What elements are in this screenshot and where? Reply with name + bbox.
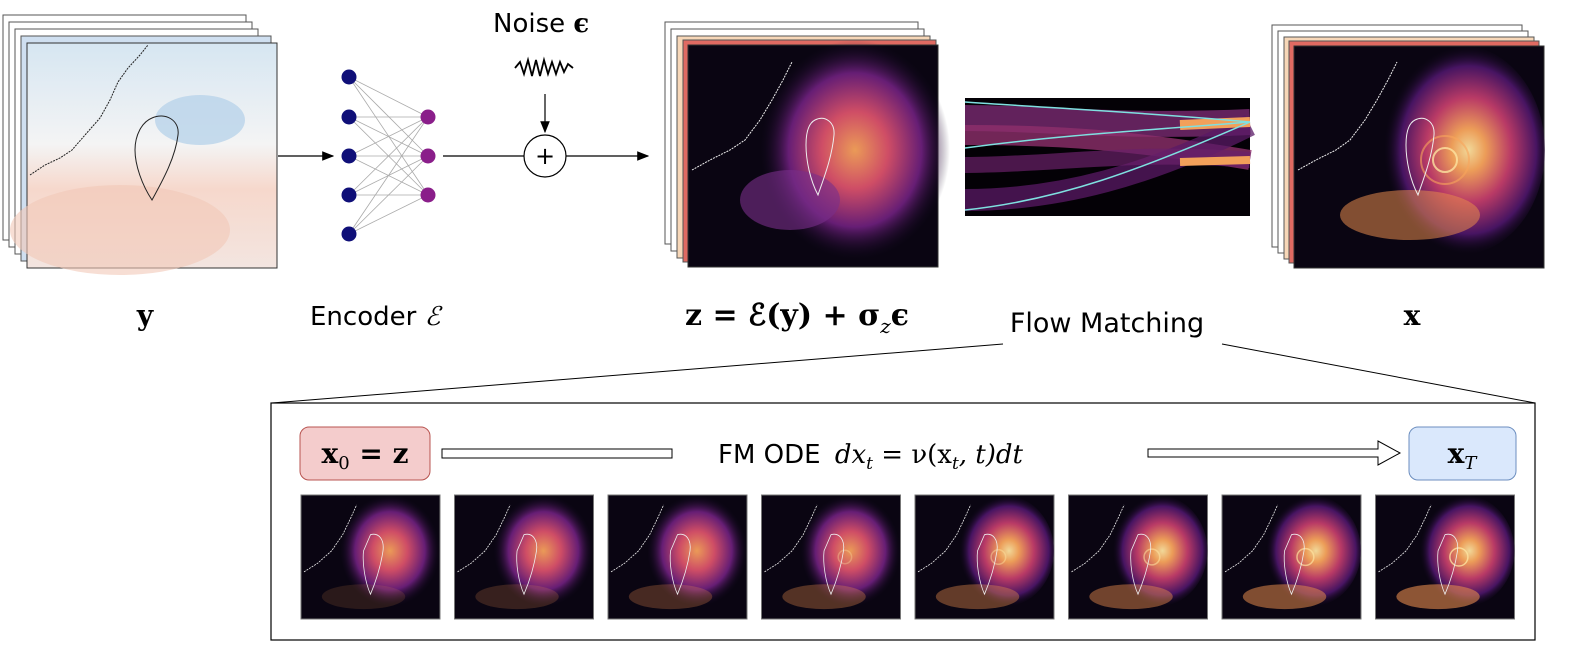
zoom-line-right — [1221, 343, 1536, 404]
z-latent-stack — [664, 21, 950, 268]
noise-label: Noise ϵ — [493, 9, 589, 39]
ode-step-thumbnail — [607, 494, 748, 620]
flow-trajectory — [964, 121, 1251, 211]
flow-field-visualization — [964, 98, 1255, 216]
ode-step-thumbnail — [1375, 494, 1515, 620]
encoder-input-node — [341, 148, 357, 164]
ode-step-thumbnail — [1068, 494, 1208, 620]
plus-icon: + — [535, 142, 555, 170]
ode-step-thumbnail — [300, 494, 441, 620]
noise-zigzag-icon — [514, 56, 574, 78]
encoder-input-node — [341, 69, 357, 85]
taiwan-outline — [134, 115, 179, 201]
encoder-output-node — [420, 109, 436, 125]
ode-step-thumbnail — [761, 494, 901, 620]
xT-box — [1408, 426, 1517, 481]
ode-step-thumbnail — [914, 494, 1055, 620]
encoder-output-node — [420, 187, 436, 203]
ode-step-thumbnail — [454, 494, 594, 620]
ode-arrow-right — [1147, 440, 1402, 466]
encoder-label: Encoder ℰ — [310, 302, 443, 332]
encoder-output-node — [420, 148, 436, 164]
x-output-stack — [1271, 24, 1545, 269]
zoom-line-left — [271, 343, 1004, 404]
flow-trajectory — [964, 101, 1251, 123]
ode-bar-left — [441, 448, 673, 459]
ode-steps-row — [300, 494, 1515, 620]
encoder-input-node — [341, 187, 357, 203]
z-equation-label: z = ℰ(y) + σzϵ — [685, 298, 909, 338]
ode-step-thumbnail — [1221, 494, 1362, 620]
encoder-network — [341, 69, 436, 242]
encoder-input-node — [341, 226, 357, 242]
flow-matching-detail-box — [270, 402, 1536, 641]
y-input-stack — [2, 14, 278, 275]
x0-box — [299, 426, 431, 481]
flow-trajectory — [964, 121, 1251, 149]
y-label: y — [136, 299, 154, 332]
xT-label: xT — [1448, 437, 1479, 474]
flow-matching-label: Flow Matching — [1010, 308, 1204, 339]
encoder-input-node — [341, 109, 357, 125]
x0-label: x0 = z — [321, 437, 408, 474]
x-label: x — [1404, 299, 1421, 332]
fm-ode-label: FM ODE dxt = ν(xt, t)dt — [718, 440, 1024, 474]
